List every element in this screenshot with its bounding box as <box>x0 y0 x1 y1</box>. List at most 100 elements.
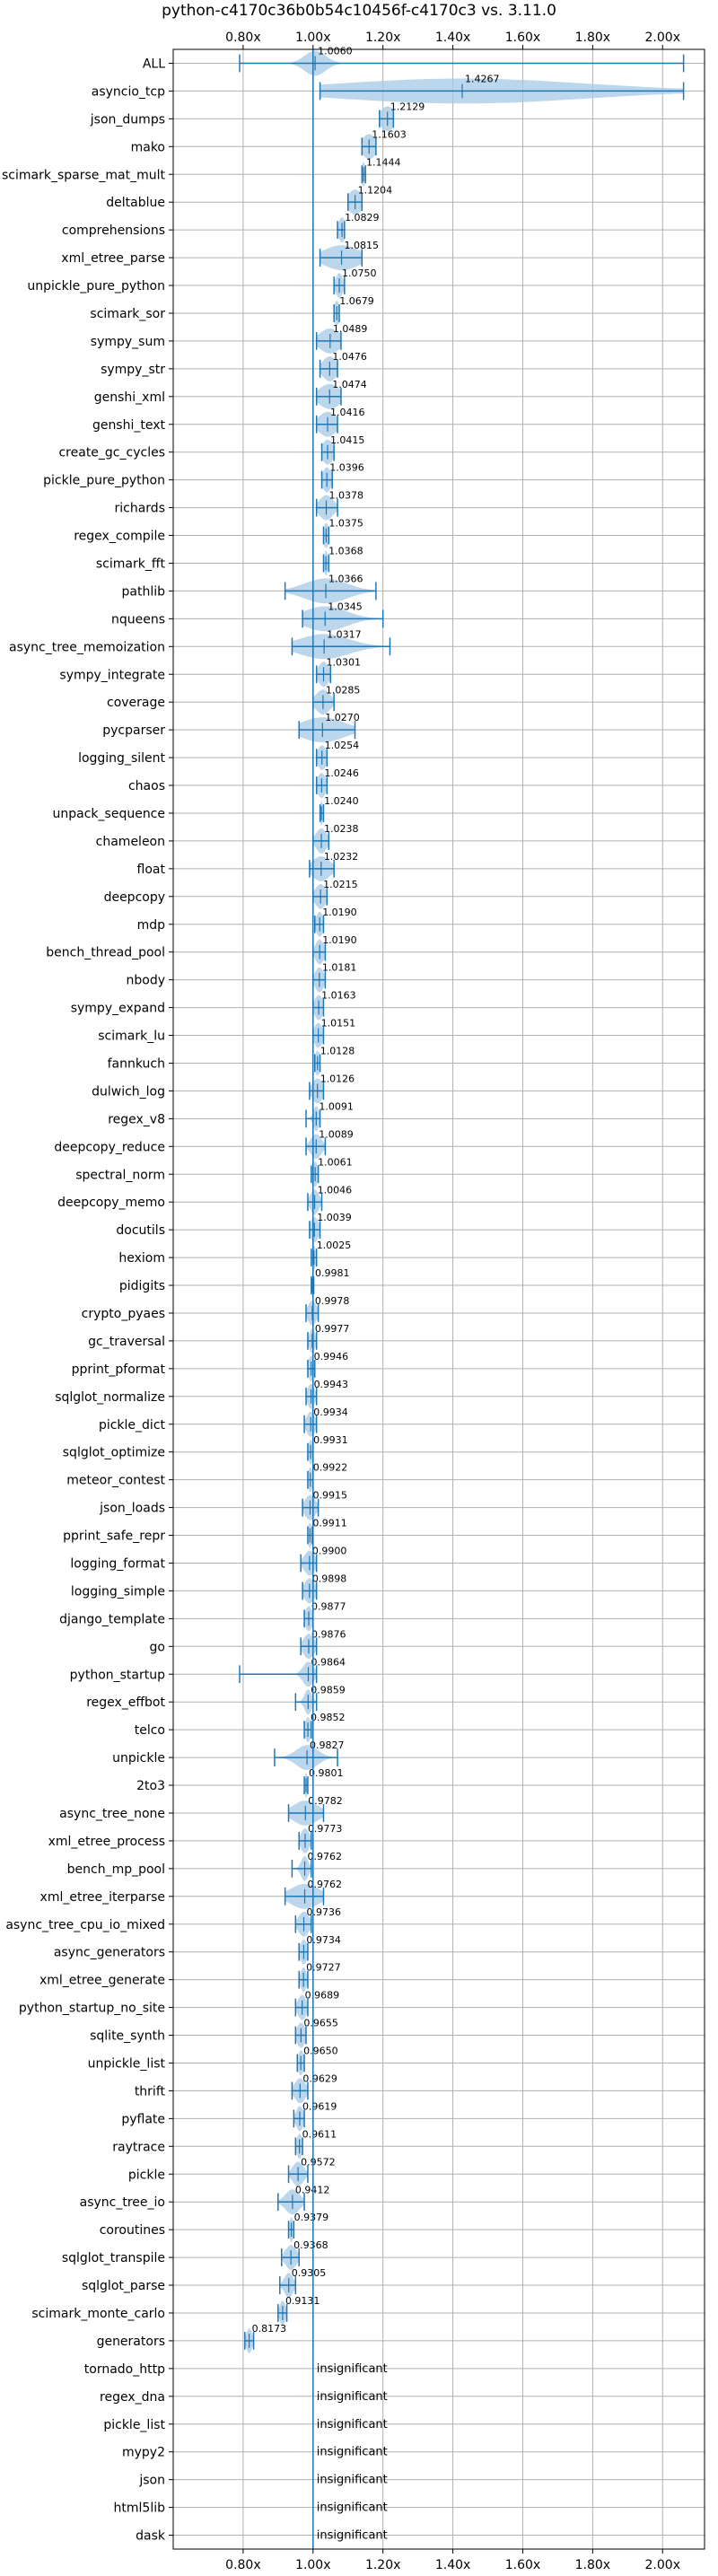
benchmark-label: dulwich_log <box>92 1084 165 1099</box>
benchmark-label: tornado_http <box>84 2362 165 2377</box>
benchmark-label: coverage <box>107 696 165 710</box>
value-label: 1.4267 <box>465 74 500 85</box>
value-label: 1.0061 <box>318 1156 353 1168</box>
benchmark-label: sqlglot_transpile <box>62 2251 165 2265</box>
benchmark-label: float <box>137 863 166 877</box>
benchmark-label: pickle <box>128 2168 165 2182</box>
benchmark-label: html5lib <box>114 2502 166 2516</box>
value-label: 1.0368 <box>328 546 363 557</box>
value-label: 1.1603 <box>372 128 407 140</box>
x-tick-label-top: 2.00x <box>645 31 680 45</box>
value-label: 1.0375 <box>328 518 363 530</box>
benchmark-label: chameleon <box>96 835 165 849</box>
benchmark-label: json_dumps <box>90 112 165 127</box>
insignificant-label: insignificant <box>317 2390 388 2404</box>
benchmark-label: meteor_contest <box>66 1474 165 1488</box>
benchmark-label: json_loads <box>99 1502 165 1516</box>
value-label: 0.9655 <box>303 2018 338 2029</box>
value-label: 1.0415 <box>330 434 365 446</box>
benchmark-label: unpickle <box>112 1751 165 1766</box>
benchmark-label: logging_simple <box>71 1584 165 1599</box>
x-tick-label-top: 1.40x <box>435 31 470 45</box>
benchmark-label: deepcopy_reduce <box>54 1140 165 1154</box>
benchmark-label: nbody <box>127 974 166 988</box>
value-label: 1.0089 <box>319 1128 354 1140</box>
value-label: 1.0240 <box>324 795 359 807</box>
value-label: 0.9131 <box>285 2295 320 2307</box>
value-label: 1.0270 <box>325 712 360 723</box>
benchmark-label: pickle_pure_python <box>43 474 165 488</box>
insignificant-label: insignificant <box>317 2418 388 2431</box>
value-label: 0.9827 <box>310 1739 345 1751</box>
value-label: 0.9943 <box>314 1379 349 1390</box>
value-label: 1.0750 <box>342 267 377 279</box>
benchmark-label: regex_effbot <box>86 1695 165 1710</box>
benchmark-label: python_startup_no_site <box>19 2002 165 2016</box>
benchmark-label: comprehensions <box>62 223 165 238</box>
benchmark-label: unpack_sequence <box>53 807 165 821</box>
benchmark-label: logging_silent <box>78 751 165 766</box>
value-label: 1.0060 <box>318 46 353 57</box>
value-label: 1.0285 <box>326 684 361 696</box>
benchmark-label: mdp <box>137 918 166 933</box>
value-label: 1.0489 <box>333 323 368 335</box>
benchmark-label: deepcopy <box>104 890 165 905</box>
benchmark-label: unpickle_pure_python <box>27 279 165 294</box>
benchmark-label: pycparser <box>102 723 165 738</box>
value-label: 0.9762 <box>308 1879 343 1890</box>
benchmark-label: raytrace <box>112 2140 165 2154</box>
insignificant-label: insignificant <box>317 2502 388 2515</box>
benchmark-label: pickle_list <box>103 2418 165 2432</box>
benchmark-label: create_gc_cycles <box>58 446 165 460</box>
benchmark-label: regex_compile <box>74 530 165 544</box>
benchmark-label: async_generators <box>54 1946 165 1960</box>
benchmark-label: sympy_sum <box>91 335 165 349</box>
value-label: 0.9782 <box>308 1795 343 1807</box>
benchmark-label: sympy_expand <box>71 1002 165 1016</box>
value-label: 1.2129 <box>390 101 425 112</box>
benchmark-label: pickle_dict <box>99 1418 166 1433</box>
benchmark-label: 2to3 <box>136 1779 165 1793</box>
value-label: 0.9915 <box>312 1490 347 1502</box>
value-label: 0.9689 <box>305 1990 340 2002</box>
benchmark-label: scimark_sparse_mat_mult <box>2 168 165 182</box>
value-label: 0.9876 <box>311 1628 346 1640</box>
benchmark-label: bench_thread_pool <box>46 946 165 960</box>
benchmark-label: scimark_fft <box>96 556 166 571</box>
insignificant-label: insignificant <box>317 2529 388 2543</box>
benchmark-label: asyncio_tcp <box>92 84 165 99</box>
value-label: 1.0396 <box>329 462 364 474</box>
value-label: 1.1204 <box>358 184 393 196</box>
value-label: 0.9379 <box>294 2212 329 2223</box>
x-tick-label-bottom: 2.00x <box>645 2558 680 2572</box>
x-tick-label-bottom: 1.60x <box>505 2558 540 2572</box>
value-label: 0.9650 <box>303 2046 338 2057</box>
value-label: 1.0301 <box>327 656 362 668</box>
benchmark-label: async_tree_io <box>80 2195 165 2210</box>
value-label: 0.9898 <box>312 1573 347 1585</box>
benchmark-label: nqueens <box>111 612 165 626</box>
benchmark-label: xml_etree_parse <box>61 251 165 266</box>
plot-frame <box>172 48 705 2550</box>
benchmark-label: dask <box>136 2529 166 2544</box>
value-label: 1.0378 <box>329 490 364 502</box>
value-label: 1.0254 <box>325 740 360 751</box>
benchmark-label: sqlglot_optimize <box>63 1446 165 1460</box>
value-label: 0.9734 <box>306 1934 341 1946</box>
benchmark-label: async_tree_none <box>59 1807 165 1821</box>
benchmark-label: deepcopy_memo <box>57 1196 165 1210</box>
benchmark-label: scimark_sor <box>90 307 165 321</box>
benchmark-label: scimark_lu <box>98 1030 165 1044</box>
x-tick-label-bottom: 1.40x <box>435 2558 470 2572</box>
x-tick-label-top: 1.20x <box>365 31 400 45</box>
x-tick-label-top: 1.80x <box>575 31 610 45</box>
benchmark-label: logging_format <box>70 1556 165 1571</box>
value-label: 0.9859 <box>311 1684 346 1695</box>
value-label: 0.9900 <box>312 1546 347 1557</box>
benchmark-label: docutils <box>116 1223 165 1238</box>
benchmark-label: pprint_pformat <box>72 1362 166 1377</box>
benchmark-label: python_startup <box>70 1668 165 1682</box>
value-label: 0.9762 <box>308 1851 343 1862</box>
x-tick-label-top: 1.60x <box>505 31 540 45</box>
value-label: 1.0046 <box>318 1184 353 1196</box>
